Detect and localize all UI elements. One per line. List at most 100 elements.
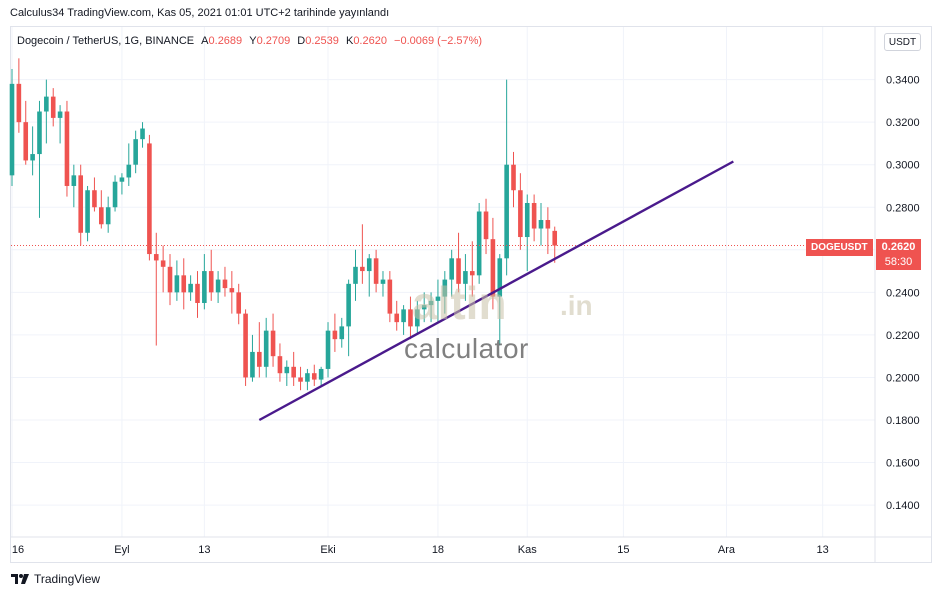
candle-body xyxy=(311,373,317,380)
candle-body xyxy=(78,175,83,233)
candle xyxy=(490,217,496,310)
candle xyxy=(112,175,118,212)
candle xyxy=(476,202,482,284)
candle xyxy=(160,245,166,293)
candle-body xyxy=(291,366,296,378)
candle xyxy=(37,100,42,218)
candle-body xyxy=(147,143,152,255)
candle xyxy=(545,207,551,255)
candle xyxy=(147,134,152,261)
candle-body xyxy=(44,96,49,112)
candle-body xyxy=(483,211,489,240)
candle-body xyxy=(298,377,303,382)
price-tick-label: 0.2000 xyxy=(886,372,920,384)
candle-body xyxy=(449,258,454,280)
currency-button[interactable]: USDT xyxy=(884,33,921,51)
price-tick-label: 0.1400 xyxy=(886,500,920,512)
candle-body xyxy=(181,275,187,293)
candle-body xyxy=(353,266,358,284)
grid-lines xyxy=(11,27,875,537)
candle xyxy=(483,198,489,255)
candle xyxy=(71,164,77,208)
candle xyxy=(229,271,235,314)
watermark-subtitle: calculator xyxy=(404,333,529,364)
time-tick-label: 13 xyxy=(817,544,829,556)
price-tick-label: 0.3000 xyxy=(886,160,920,172)
candle xyxy=(243,309,248,386)
candle-body xyxy=(401,309,406,323)
last-price-value: 0.2620 xyxy=(881,241,916,253)
candle-body xyxy=(126,164,132,178)
candle-body xyxy=(270,330,276,357)
candle-body xyxy=(545,220,551,229)
time-tick-label: Kas xyxy=(518,544,537,556)
candle-body xyxy=(160,260,166,267)
candle-body xyxy=(174,275,180,293)
candle xyxy=(538,202,544,246)
candle-body xyxy=(208,271,214,293)
price-tick-label: 0.2400 xyxy=(886,287,920,299)
candle-body xyxy=(325,330,331,369)
candle xyxy=(277,343,283,382)
candle-body xyxy=(153,254,159,261)
candle-body xyxy=(140,128,145,140)
footer-brand[interactable]: TradingView xyxy=(10,572,100,586)
candle-body xyxy=(435,296,441,301)
candle-body xyxy=(71,175,77,186)
candle xyxy=(408,296,413,340)
candle xyxy=(188,275,193,301)
candle xyxy=(140,122,145,148)
close-value: 0.2620 xyxy=(353,35,387,47)
candle-body xyxy=(421,305,427,310)
candle-body xyxy=(30,154,35,161)
candle-body xyxy=(360,266,365,272)
candle-body xyxy=(524,202,530,238)
candle xyxy=(174,260,180,301)
candle xyxy=(346,279,351,357)
candle xyxy=(552,226,558,263)
candle xyxy=(284,360,290,386)
candle xyxy=(44,79,49,144)
candle xyxy=(318,366,324,386)
candle-body xyxy=(476,211,482,276)
price-tick-label: 0.1600 xyxy=(886,458,920,470)
candle-body xyxy=(119,177,125,182)
candle xyxy=(504,79,509,276)
candle-body xyxy=(92,190,97,208)
candle xyxy=(325,322,331,378)
time-tick-label: Ara xyxy=(718,544,736,556)
candle xyxy=(394,300,400,331)
candle-body xyxy=(339,326,345,340)
candle-body xyxy=(538,220,544,229)
candle xyxy=(380,271,386,297)
candle xyxy=(298,366,303,391)
candle-body xyxy=(428,300,434,306)
candle-body xyxy=(105,207,111,225)
candle xyxy=(387,271,393,323)
candle-body xyxy=(469,271,475,276)
candle xyxy=(360,224,365,284)
candle-body xyxy=(456,258,461,284)
candle xyxy=(270,313,276,367)
candle xyxy=(421,292,427,323)
publish-info: Calculus34 TradingView.com, Kas 05, 2021… xyxy=(10,7,390,19)
candle xyxy=(50,88,56,127)
candle-body xyxy=(511,164,516,191)
candle-body xyxy=(188,283,193,293)
candle xyxy=(195,271,200,318)
candle-body xyxy=(531,202,537,229)
candle xyxy=(9,68,15,186)
candle xyxy=(497,254,503,346)
candle xyxy=(449,249,454,297)
candle xyxy=(23,100,29,165)
candle xyxy=(518,173,523,250)
candle-body xyxy=(167,266,173,293)
candle xyxy=(57,105,63,144)
candle-body xyxy=(250,351,255,378)
candle-body xyxy=(112,181,118,208)
candle-body xyxy=(366,258,372,272)
candle xyxy=(524,194,530,272)
candle xyxy=(236,283,242,325)
candle xyxy=(250,334,255,382)
